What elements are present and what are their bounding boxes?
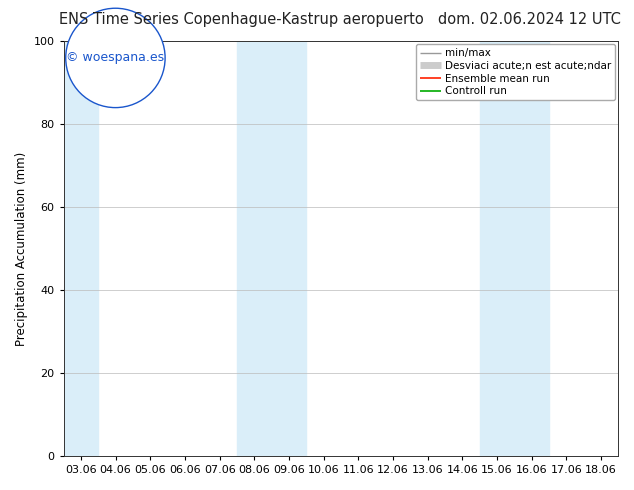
Bar [480, 41, 549, 456]
Text: dom. 02.06.2024 12 UTC: dom. 02.06.2024 12 UTC [439, 12, 621, 27]
Text: © woespana.es: © woespana.es [67, 51, 164, 64]
Bar [63, 41, 98, 456]
Legend: min/max, Desviaci acute;n est acute;ndar, Ensemble mean run, Controll run: min/max, Desviaci acute;n est acute;ndar… [416, 44, 616, 100]
Bar [237, 41, 306, 456]
Text: ENS Time Series Copenhague-Kastrup aeropuerto: ENS Time Series Copenhague-Kastrup aerop… [58, 12, 424, 27]
Y-axis label: Precipitation Accumulation (mm): Precipitation Accumulation (mm) [15, 151, 28, 345]
